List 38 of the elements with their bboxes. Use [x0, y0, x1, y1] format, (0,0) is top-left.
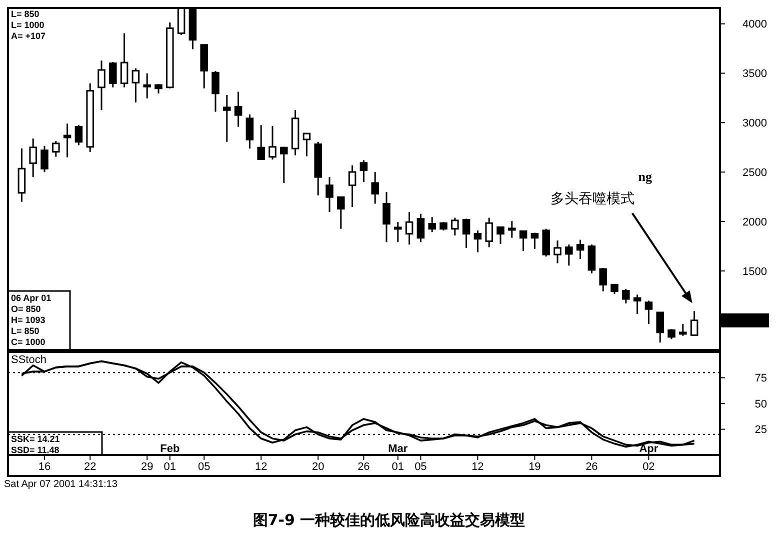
- x-tick-label: 05: [414, 461, 427, 473]
- y-tick-label: 25: [754, 424, 767, 436]
- annotation: SSD= 11.48: [11, 445, 60, 455]
- annotation: C= 1000: [11, 337, 46, 347]
- chart-title: SStoch: [11, 354, 46, 366]
- text: 图7-9 一种较佳的低风险高收益交易模型: [252, 511, 526, 529]
- y-tick-label: 2000: [742, 216, 767, 228]
- y-tick-label: 4000: [742, 18, 767, 31]
- x-tick-label: 12: [472, 461, 484, 473]
- x-tick-label: 05: [198, 461, 210, 473]
- annotation: H= 1093: [11, 315, 46, 325]
- annotation: ng: [638, 169, 653, 184]
- annotation: A= +107: [11, 31, 46, 41]
- y-tick-label: 2500: [742, 166, 767, 179]
- x-tick-label: Feb 01: [160, 443, 180, 473]
- x-tick-label: 20: [312, 461, 324, 473]
- x-tick-label: 12: [254, 461, 268, 473]
- y-tick-label: 1500: [742, 266, 767, 278]
- y-tick-label: 50: [754, 398, 767, 410]
- x-tick-label: Apr 02: [639, 443, 659, 473]
- y-tick-label: 75: [754, 372, 767, 385]
- annotation: L= 850: [11, 9, 40, 19]
- annotation: 多头吞噬模式: [550, 191, 634, 208]
- x-tick-label: Mar 01: [388, 443, 408, 473]
- x-tick-label: 16: [38, 461, 51, 473]
- x-tick-label: 26: [586, 461, 598, 473]
- x-tick-label: 26: [358, 461, 370, 473]
- y-tick-label: 3000: [742, 118, 767, 130]
- x-tick-label: 22: [84, 461, 96, 473]
- annotation: L= 1000: [11, 20, 44, 30]
- annotation: 06 Apr 01: [11, 293, 52, 303]
- x-tick-label: 29: [140, 461, 154, 473]
- text: Sat Apr 07 2001 14:31:13: [4, 479, 118, 490]
- annotation: SSK= 14.21: [11, 434, 60, 444]
- annotation: L= 850: [11, 326, 40, 336]
- x-tick-label: 19: [528, 461, 541, 473]
- annotation: O= 850: [11, 304, 41, 314]
- y-tick-label: 3500: [742, 68, 767, 80]
